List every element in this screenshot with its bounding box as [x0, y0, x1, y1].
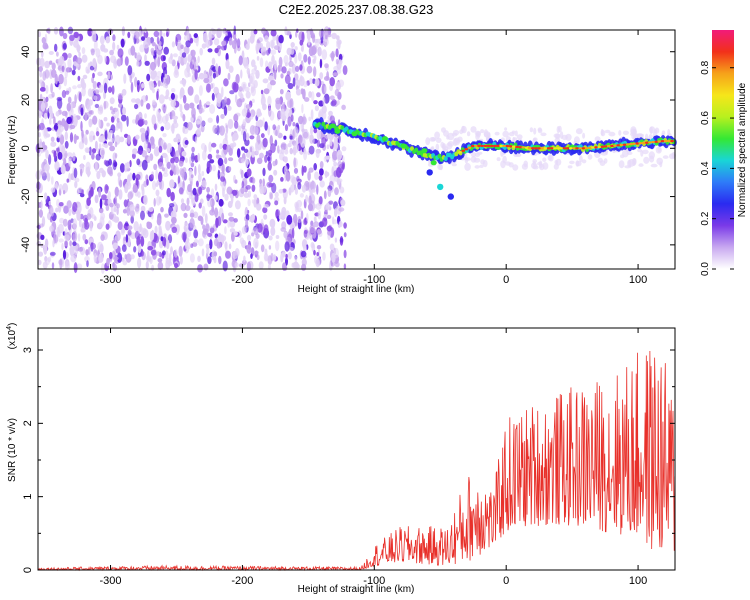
- snr-xlabel: Height of straight line (km): [298, 584, 415, 595]
- snr-ylabel: SNR (10 * v/v): [7, 418, 18, 482]
- snr-y-tick-label: 2: [22, 420, 34, 426]
- spectrogram-marks: [35, 25, 677, 274]
- snr-scale-close: ): [7, 323, 18, 326]
- snr-x-tick-label: 100: [629, 575, 647, 587]
- spectrogram-x-tick-label: 100: [629, 274, 647, 286]
- snr-scale-label: (x104): [6, 323, 18, 350]
- snr-scale-base: (x10: [7, 329, 18, 349]
- colorbar-tick-label: 0.0: [700, 262, 711, 276]
- spectrogram-y-tick-label: 40: [20, 46, 32, 58]
- spectrogram-x-tick-label: -300: [100, 274, 122, 286]
- spectrogram-y-tick-label: -40: [20, 237, 32, 253]
- noise-texture: [35, 25, 348, 274]
- spectrogram-y-tick-label: -20: [20, 189, 32, 205]
- spectrogram-x-tick-label: -100: [363, 274, 385, 286]
- snr-axes: -300 -200 -100 0 100 0 1 2 3: [22, 328, 675, 587]
- spectrogram-xlabel: Height of straight line (km): [298, 284, 415, 295]
- colorbar-gradient: [712, 30, 734, 269]
- snr-x-tick-label: -300: [100, 575, 122, 587]
- colorbar-tick-label: 0.8: [700, 60, 711, 74]
- snr-scale-exponent: 4: [6, 326, 13, 330]
- snr-x-tick-label: 0: [503, 575, 509, 587]
- spectrogram-x-tick-label: -200: [231, 274, 253, 286]
- snr-y-tick-label: 1: [22, 494, 34, 500]
- spectrogram-ylabel: Frequency (Hz): [7, 116, 18, 185]
- figure-title: C2E2.2025.237.08.38.G23: [279, 2, 434, 17]
- signal-ridge: [312, 117, 677, 200]
- snr-x-tick-label: -200: [231, 575, 253, 587]
- spectrogram-x-tick-label: 0: [503, 274, 509, 286]
- spectrogram-y-tick-label: 20: [20, 94, 32, 106]
- snr-marks: [37, 351, 676, 572]
- spectrogram-frame: [37, 29, 676, 270]
- snr-y-tick-label: 0: [22, 567, 34, 573]
- colorbar-ticks: 0.0 0.2 0.4 0.6 0.8: [700, 60, 734, 276]
- spectrogram-y-tick-label: 0: [20, 145, 32, 151]
- colorbar-label: Normalized spectral amplitude: [737, 82, 748, 217]
- colorbar-tick-label: 0.2: [700, 211, 711, 225]
- snr-series-line: [37, 351, 676, 572]
- colorbar-tick-label: 0.6: [700, 111, 711, 125]
- colorbar: 0.0 0.2 0.4 0.6 0.8 Normalized spectral ampl…: [700, 30, 748, 276]
- snr-frame: [37, 327, 676, 571]
- colorbar-tick-label: 0.4: [700, 161, 711, 175]
- snr-x-tick-label: -100: [363, 575, 385, 587]
- snr-panel: -300 -200 -100 0 100 0 1 2 3 Height of straight …: [6, 323, 676, 595]
- snr-y-tick-label: 3: [22, 347, 34, 353]
